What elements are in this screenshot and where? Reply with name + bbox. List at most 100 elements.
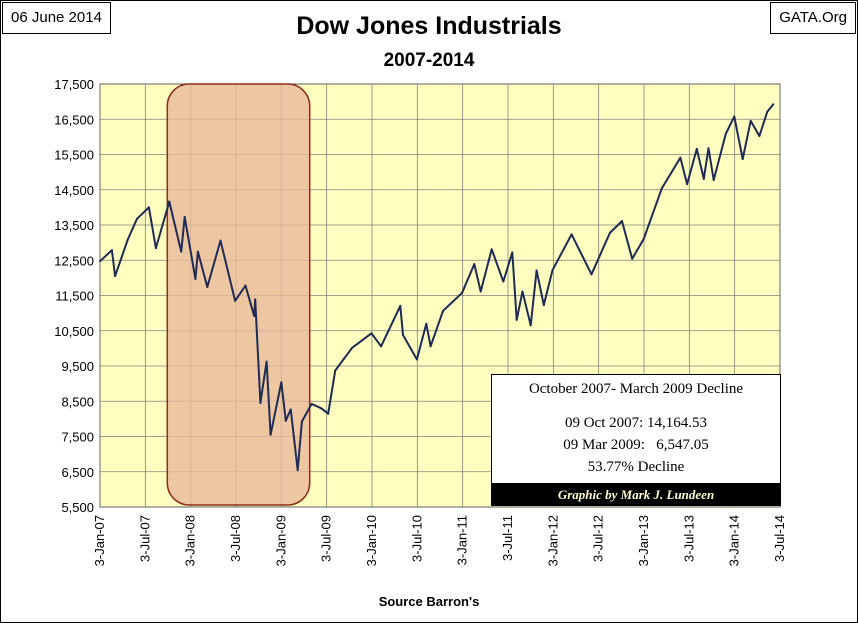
data-point (269, 433, 272, 436)
x-tick-label: 3-Jan-09 (273, 515, 288, 566)
data-point (244, 284, 247, 287)
data-point (147, 206, 150, 209)
data-point (551, 269, 554, 272)
info-heading: October 2007- March 2009 Decline (528, 381, 744, 397)
y-tick-label: 13,500 (54, 218, 94, 233)
data-point (415, 358, 418, 361)
x-tick-label: 3-Jul-11 (500, 515, 515, 561)
data-point (370, 332, 373, 335)
data-point (749, 119, 752, 122)
chart-subtitle: 2007-2014 (383, 50, 475, 71)
y-tick-label: 6,500 (61, 465, 94, 480)
data-point (401, 333, 404, 336)
y-tick-label: 12,500 (54, 253, 94, 268)
data-point (180, 250, 183, 253)
info-peak-value: 09 Oct 2007: 14,164.53 (564, 415, 708, 431)
data-point (515, 318, 518, 321)
data-point (110, 249, 113, 252)
data-point (254, 298, 257, 301)
data-point (320, 407, 323, 410)
data-point (183, 215, 186, 218)
x-tick-label: 3-Jan-07 (92, 515, 107, 566)
x-axis-label: Source Barron's (378, 594, 480, 609)
y-tick-label: 17,500 (54, 77, 94, 92)
x-tick-label: 3-Jul-13 (681, 515, 696, 562)
date-label: 06 June 2014 (2, 2, 111, 34)
info-decline-percent: 53.77% Decline (587, 459, 685, 475)
y-tick-label: 11,500 (55, 289, 94, 304)
data-point (741, 158, 744, 161)
x-tick-label: 3-Jul-07 (137, 515, 152, 562)
data-point (724, 132, 727, 135)
x-tick-label: 3-Jul-12 (591, 515, 606, 562)
data-point (521, 290, 524, 293)
y-tick-label: 14,500 (54, 183, 94, 198)
data-point (168, 200, 171, 203)
data-point (234, 299, 237, 302)
data-point (511, 251, 514, 254)
x-tick-label: 3-Jan-14 (727, 515, 742, 566)
data-point (196, 250, 199, 253)
data-point (327, 412, 330, 415)
y-tick-label: 8,500 (61, 394, 94, 409)
data-point (126, 238, 129, 241)
data-point (114, 275, 117, 278)
data-point (296, 469, 299, 472)
data-point (461, 291, 464, 294)
data-point (660, 187, 663, 190)
data-point (194, 277, 197, 280)
data-point (429, 345, 432, 348)
data-point (280, 381, 283, 384)
data-point (570, 233, 573, 236)
data-point (679, 156, 682, 159)
x-tick-label: 3-Jan-12 (545, 515, 560, 566)
data-point (219, 239, 222, 242)
data-point (300, 420, 303, 423)
data-point (334, 369, 337, 372)
data-point (265, 360, 268, 363)
y-tick-label: 16,500 (54, 112, 94, 127)
x-tick-label: 3-Jul-10 (409, 515, 424, 562)
data-point (642, 237, 645, 240)
x-tick-label: 3-Jul-09 (319, 515, 334, 562)
data-point (479, 290, 482, 293)
data-point (284, 419, 287, 422)
data-point (695, 147, 698, 150)
data-point (380, 345, 383, 348)
data-point (707, 147, 710, 150)
data-point (529, 324, 532, 327)
data-point (608, 231, 611, 234)
y-tick-label: 7,500 (61, 430, 94, 445)
data-point (473, 263, 476, 266)
x-tick-label: 3-Jul-08 (228, 515, 243, 562)
data-point (535, 269, 538, 272)
data-point (136, 217, 139, 220)
data-point (712, 179, 715, 182)
data-points (99, 103, 775, 472)
info-trough-value: 09 Mar 2009: 6,547.05 (563, 437, 709, 453)
data-point (154, 247, 157, 250)
y-tick-label: 5,500 (61, 500, 94, 515)
data-point (490, 248, 493, 251)
x-axis-tick-labels: 3-Jan-07 3-Jul-07 3-Jan-08 3-Jul-08 3-Jan-09… (92, 515, 787, 566)
data-point (542, 303, 545, 306)
data-point (99, 260, 101, 263)
data-point (425, 322, 428, 325)
data-point (733, 115, 736, 118)
data-point (351, 346, 354, 349)
x-tick-label: 3-Jan-08 (183, 515, 198, 566)
data-point (702, 177, 705, 180)
y-tick-label: 9,500 (61, 359, 94, 374)
data-point (399, 304, 402, 307)
data-point (253, 315, 256, 318)
site-label: GATA.Org (770, 2, 856, 34)
data-point (259, 401, 262, 404)
x-tick-label: 3-Jan-13 (636, 515, 651, 566)
x-tick-label: 3-Jan-10 (364, 515, 379, 566)
data-point (310, 402, 313, 405)
y-axis-tick-labels: 5,500 6,500 7,500 8,500 9,500 10,500 11,500 12,… (54, 77, 94, 515)
data-point (621, 220, 624, 223)
y-tick-label: 10,500 (54, 324, 94, 339)
chart-title: Dow Jones Industrials (296, 12, 562, 40)
